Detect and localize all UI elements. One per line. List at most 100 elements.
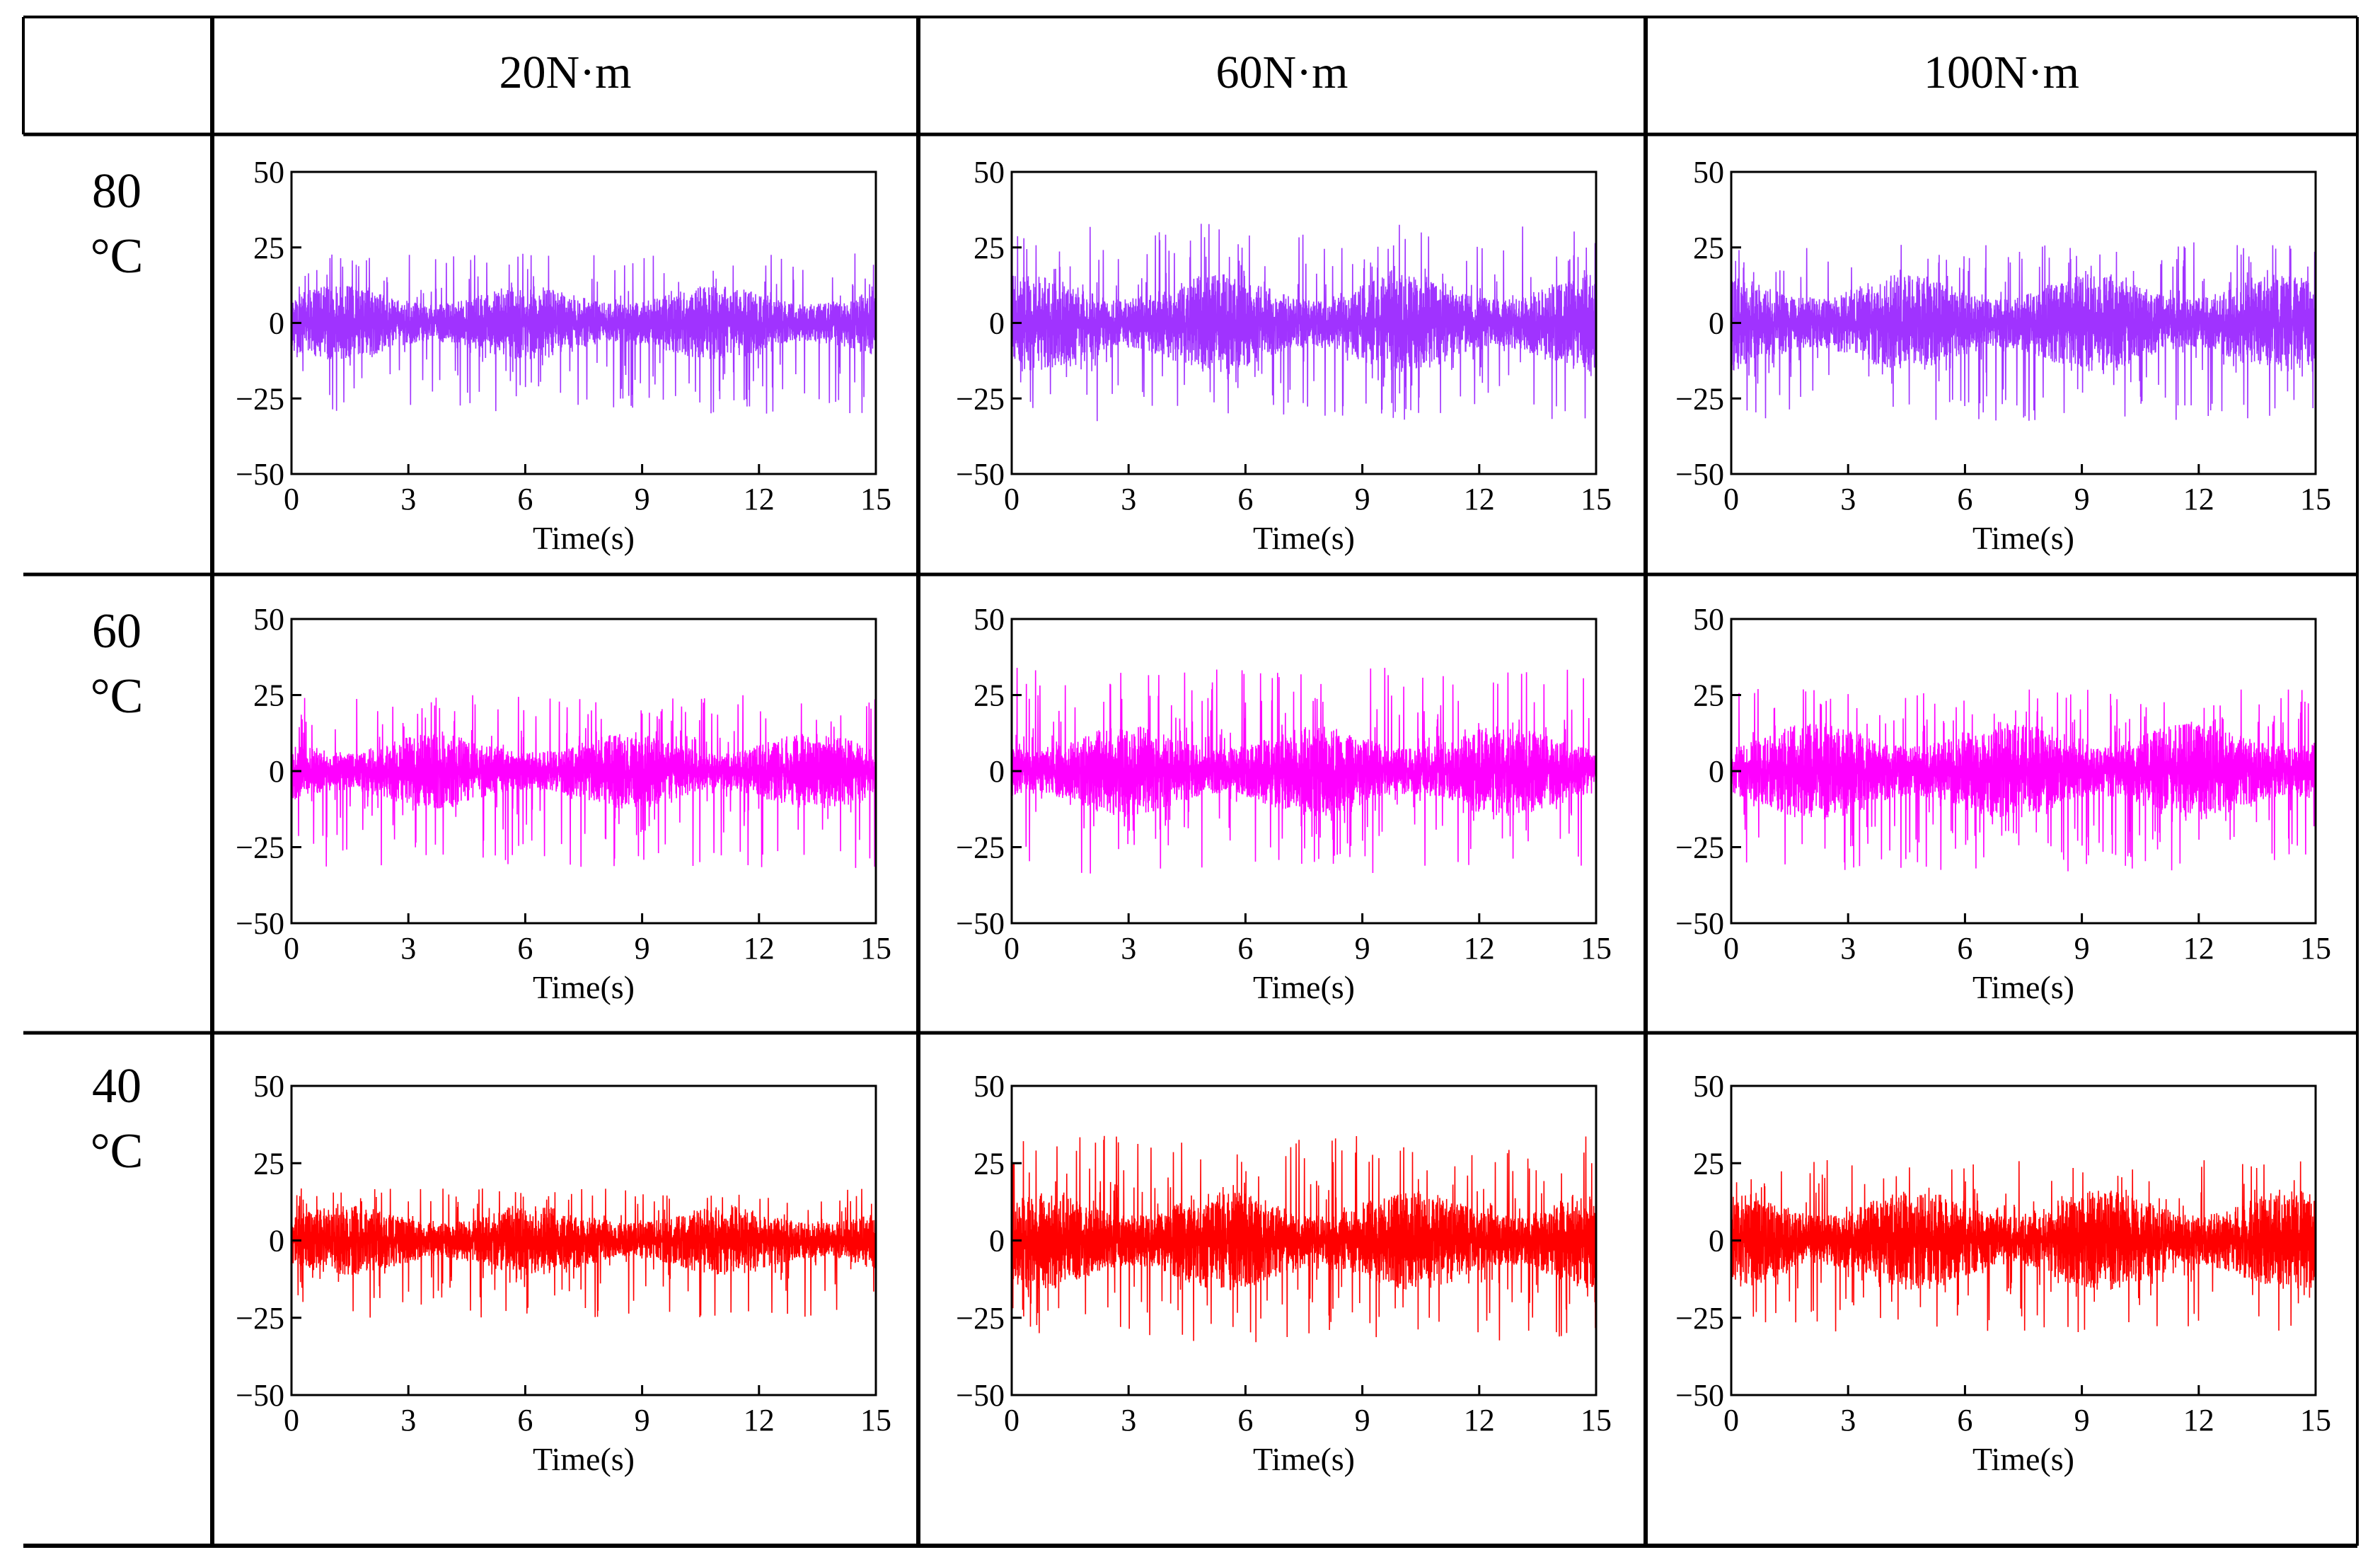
y-tick-label: 50	[974, 602, 1005, 637]
row-temp-unit: °C	[90, 669, 144, 724]
signal-trace	[1011, 224, 1597, 422]
y-tick-label: −25	[1675, 381, 1724, 416]
x-tick-label: 3	[1840, 1403, 1856, 1437]
y-tick-label: −50	[1675, 1378, 1724, 1413]
y-tick-label: −25	[956, 381, 1005, 416]
y-tick-label: −50	[956, 1378, 1005, 1413]
x-tick-label: 15	[1581, 931, 1612, 966]
x-tick-label: 6	[1957, 482, 1972, 516]
x-tick-label: 0	[1723, 931, 1739, 966]
y-tick-label: 0	[989, 306, 1005, 341]
x-tick-label: 15	[860, 1403, 891, 1437]
y-tick-label: 0	[269, 1224, 284, 1259]
column-header-60nm: 60N·m	[1215, 47, 1348, 98]
y-tick-label: 25	[253, 231, 284, 265]
y-tick-label: −50	[1675, 457, 1724, 492]
y-tick-label: −50	[956, 457, 1005, 492]
x-tick-label: 0	[1004, 1403, 1019, 1437]
x-tick-label: 12	[744, 482, 775, 516]
x-tick-label: 0	[284, 1403, 299, 1437]
x-axis-label: Time(s)	[533, 969, 635, 1005]
x-axis-label: Time(s)	[533, 520, 635, 556]
y-tick-label: −25	[236, 831, 284, 865]
signal-trace	[1011, 667, 1597, 874]
y-tick-label: 0	[269, 306, 284, 341]
x-axis-label: Time(s)	[1253, 520, 1355, 556]
x-tick-label: 9	[1355, 1403, 1370, 1437]
x-tick-label: 6	[1237, 1403, 1253, 1437]
y-tick-label: 25	[974, 678, 1005, 713]
x-tick-label: 9	[635, 1403, 650, 1437]
x-tick-label: 6	[517, 482, 533, 516]
x-tick-label: 3	[1840, 931, 1856, 966]
y-tick-label: 0	[269, 754, 284, 789]
x-axis-label: Time(s)	[1253, 969, 1355, 1005]
y-tick-label: −25	[236, 1301, 284, 1336]
y-tick-label: −50	[236, 457, 284, 492]
column-header-20nm: 20N·m	[499, 47, 632, 98]
row-temp-value: 80	[92, 164, 141, 219]
y-tick-label: 50	[974, 1069, 1005, 1104]
y-tick-label: 50	[1693, 1069, 1724, 1104]
row-temp-value: 40	[92, 1059, 141, 1113]
x-tick-label: 3	[400, 931, 416, 966]
x-axis-label: Time(s)	[1972, 969, 2074, 1005]
y-tick-label: 50	[1693, 602, 1724, 637]
row-temp-unit: °C	[90, 1124, 144, 1179]
y-tick-label: 25	[974, 231, 1005, 265]
row-label-40c: 40 °C	[21, 1054, 212, 1184]
x-tick-label: 9	[2074, 931, 2090, 966]
y-tick-label: −25	[956, 831, 1005, 865]
y-tick-label: 25	[1693, 1146, 1724, 1181]
x-tick-label: 0	[1723, 482, 1739, 516]
x-tick-label: 0	[1004, 482, 1019, 516]
y-tick-label: 25	[1693, 678, 1724, 713]
x-tick-label: 12	[1464, 931, 1495, 966]
x-tick-label: 0	[284, 482, 299, 516]
x-axis-label: Time(s)	[1972, 1441, 2074, 1477]
x-tick-label: 6	[1237, 482, 1253, 516]
y-tick-label: −25	[236, 381, 284, 416]
y-tick-label: 25	[1693, 231, 1724, 265]
row-label-80c: 80 °C	[21, 159, 212, 289]
x-tick-label: 0	[1723, 1403, 1739, 1437]
x-tick-label: 0	[1004, 931, 1019, 966]
x-axis-label: Time(s)	[533, 1441, 635, 1477]
x-tick-label: 6	[1957, 1403, 1972, 1437]
y-tick-label: 0	[1709, 1224, 1724, 1259]
y-tick-label: 0	[989, 754, 1005, 789]
y-tick-label: −50	[236, 906, 284, 941]
signal-trace	[291, 1188, 877, 1318]
signal-trace	[1731, 242, 2316, 421]
signal-trace	[291, 695, 877, 868]
x-tick-label: 3	[1121, 931, 1136, 966]
x-tick-label: 9	[1355, 482, 1370, 516]
x-tick-label: 12	[744, 931, 775, 966]
x-tick-label: 12	[2183, 931, 2214, 966]
y-tick-label: 50	[974, 155, 1005, 190]
row-temp-value: 60	[92, 604, 141, 659]
x-tick-label: 6	[517, 931, 533, 966]
y-tick-label: 0	[989, 1224, 1005, 1259]
y-tick-label: 50	[253, 602, 284, 637]
x-tick-label: 9	[2074, 1403, 2090, 1437]
column-header-100nm: 100N·m	[1924, 47, 2079, 98]
x-tick-label: 3	[400, 1403, 416, 1437]
x-tick-label: 9	[635, 482, 650, 516]
y-tick-label: −25	[956, 1301, 1005, 1336]
x-tick-label: 12	[2183, 1403, 2214, 1437]
x-tick-label: 12	[1464, 482, 1495, 516]
x-tick-label: 6	[517, 1403, 533, 1437]
x-tick-label: 15	[860, 482, 891, 516]
x-axis-label: Time(s)	[1253, 1441, 1355, 1477]
x-tick-label: 6	[1237, 931, 1253, 966]
x-tick-label: 12	[744, 1403, 775, 1437]
